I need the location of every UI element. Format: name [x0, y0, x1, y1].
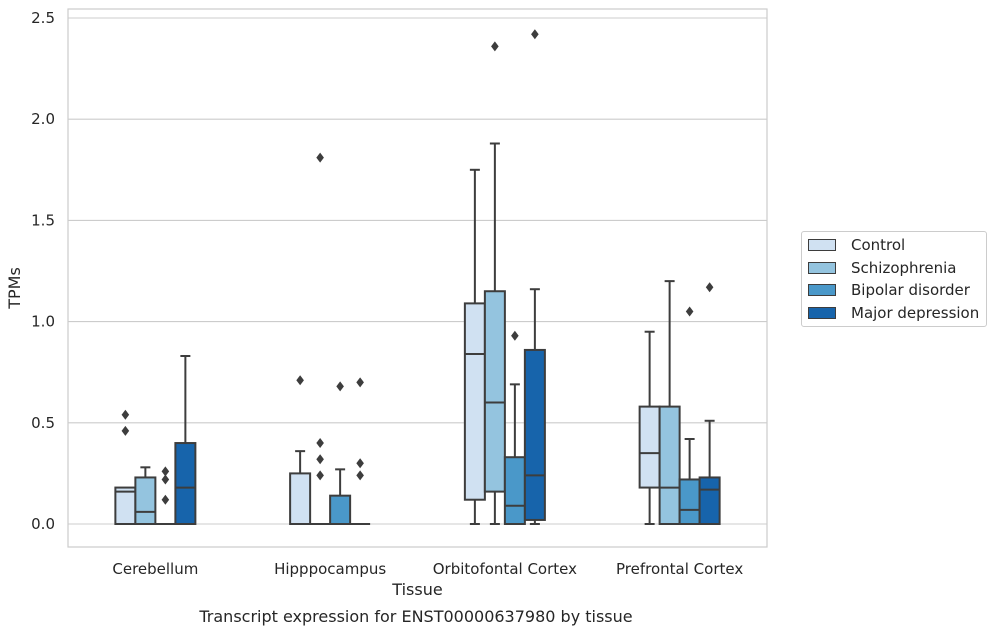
legend-label: Major depression — [851, 303, 980, 322]
legend-label: Control — [851, 236, 906, 254]
outlier-point — [316, 438, 324, 449]
box-group — [658, 280, 681, 525]
outlier-point — [356, 458, 364, 469]
outlier-point — [316, 152, 324, 163]
box — [463, 302, 486, 501]
box-group — [114, 409, 137, 525]
box — [329, 494, 352, 526]
legend-label: Schizophrenia — [851, 258, 957, 277]
box-group — [678, 306, 701, 525]
legend-item: Major depression — [808, 303, 979, 323]
box — [523, 348, 546, 521]
outlier-point — [296, 375, 304, 386]
x-tick-labels: Cerebellum Hipppocampus Orbitofontal Corte… — [112, 560, 743, 578]
legend-item: Bipolar disorder — [808, 280, 970, 300]
box — [503, 456, 526, 526]
legend-item: Control — [808, 235, 905, 255]
box-group — [289, 375, 312, 525]
box-group — [174, 355, 197, 526]
box-group — [134, 466, 157, 525]
y-tick-labels: 0.0 0.5 1.0 1.5 2.0 2.5 — [31, 9, 55, 533]
legend-label: Bipolar disorder — [851, 281, 970, 299]
legend-swatch — [808, 261, 836, 274]
outlier-point — [356, 470, 364, 481]
box — [678, 478, 701, 525]
box-group — [155, 466, 176, 525]
y-axis-label: TPMs — [5, 267, 24, 310]
outlier-point — [121, 425, 130, 436]
box-group — [638, 330, 661, 525]
outlier-point — [316, 470, 324, 481]
outlier-point — [685, 306, 694, 317]
outlier-point — [316, 454, 324, 465]
box — [658, 405, 681, 525]
box-group — [329, 381, 352, 526]
legend-item: Schizophrenia — [808, 258, 956, 278]
box-group — [483, 41, 506, 525]
box-group — [350, 377, 371, 525]
outlier-point — [336, 381, 344, 392]
y-tick-label: 0.0 — [31, 515, 55, 533]
y-tick-label: 1.0 — [31, 313, 55, 331]
outlier-point — [161, 474, 170, 485]
box-group — [523, 29, 546, 525]
outlier-point — [531, 29, 539, 40]
box — [698, 476, 721, 525]
box-group — [463, 168, 486, 525]
box-group — [310, 152, 331, 525]
x-tick-label: Hipppocampus — [274, 560, 386, 578]
outlier-point — [356, 377, 364, 388]
box — [134, 476, 157, 525]
outlier-point — [705, 282, 714, 293]
y-tick-label: 2.5 — [31, 9, 55, 27]
chart-title: Transcript expression for ENST0000063798… — [198, 607, 632, 626]
x-tick-label: Orbitofontal Cortex — [433, 560, 577, 578]
box — [289, 472, 312, 525]
y-tick-label: 1.5 — [31, 211, 55, 229]
legend: Control Schizophrenia Bipolar disorder Majo… — [801, 231, 987, 327]
x-axis-label: Tissue — [391, 580, 442, 599]
outlier-point — [161, 494, 170, 505]
x-tick-label: Prefrontal Cortex — [616, 560, 743, 578]
box — [483, 290, 506, 493]
legend-swatch — [808, 306, 836, 319]
legend-swatch — [808, 239, 836, 251]
x-tick-label: Cerebellum — [112, 560, 198, 578]
outlier-point — [511, 330, 519, 341]
box-group — [503, 330, 526, 526]
box — [638, 405, 661, 489]
outlier-point — [491, 41, 499, 52]
y-tick-label: 2.0 — [31, 110, 55, 128]
box-group — [698, 282, 721, 525]
box-layer — [114, 29, 721, 526]
plot-frame — [67, 8, 768, 548]
legend-swatch — [808, 284, 836, 296]
outlier-point — [121, 409, 130, 420]
y-tick-label: 0.5 — [31, 414, 55, 432]
box — [174, 442, 197, 526]
box — [114, 486, 137, 525]
outlier-point — [161, 466, 170, 477]
